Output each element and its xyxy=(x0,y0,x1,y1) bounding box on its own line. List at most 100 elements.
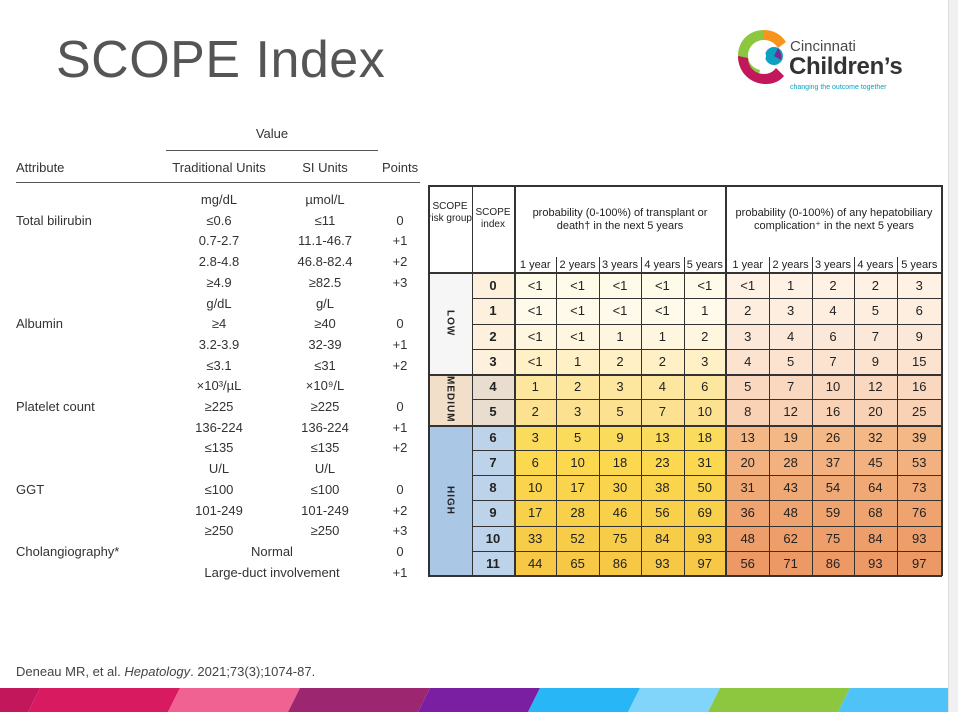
transplant-probability-cell: 3 xyxy=(556,399,599,425)
transplant-probability-cell: 52 xyxy=(556,525,599,551)
grid-line xyxy=(428,272,942,274)
transplant-probability-cell: 2 xyxy=(556,374,599,400)
grid-line xyxy=(472,348,942,350)
complication-probability-cell: 48 xyxy=(769,500,812,526)
transplant-probability-cell: 2 xyxy=(641,348,684,374)
complication-probability-cell: 19 xyxy=(769,424,812,450)
attribute-row: 3.2-3.9 32-39 +1 xyxy=(16,337,424,357)
points-value: +2 xyxy=(392,254,408,270)
complication-probability-cell: 32 xyxy=(854,424,897,450)
grid-line xyxy=(683,257,685,576)
points-value: +1 xyxy=(392,233,408,249)
complication-probability-cell: 7 xyxy=(769,374,812,400)
points-value: +1 xyxy=(392,419,408,435)
logo-text-line1: Cincinnati xyxy=(790,38,856,55)
grid-line xyxy=(725,185,727,576)
complication-probability-cell: 68 xyxy=(854,500,897,526)
attribute-row: ×10³/µL ×10⁹/L xyxy=(16,378,424,398)
transplant-probability-cell: 30 xyxy=(598,475,642,501)
traditional-value: ×10³/µL xyxy=(196,378,242,394)
scope-index-value: 3 xyxy=(472,348,514,374)
si-value: 101-249 xyxy=(301,502,349,518)
risk-group-high: HIGH xyxy=(428,424,472,576)
transplant-probability-cell: 1 xyxy=(556,348,599,374)
transplant-probability-cell: 2 xyxy=(514,399,557,425)
year-column-header: 2 years xyxy=(559,258,596,271)
si-units-header: SI Units xyxy=(302,160,348,175)
scope-index-value: 4 xyxy=(472,374,514,400)
complication-probability-cell: 20 xyxy=(726,449,770,475)
transplant-probability-cell: <1 xyxy=(556,298,599,324)
complication-probability-cell: 6 xyxy=(811,323,855,349)
logo-mark-icon xyxy=(738,30,786,84)
grid-line xyxy=(556,257,558,576)
grid-line xyxy=(428,185,430,576)
si-value: ×10⁹/L xyxy=(305,378,345,394)
complication-probability-cell: 3 xyxy=(726,323,770,349)
traditional-value: 2.8-4.8 xyxy=(198,254,240,270)
complication-probability-cell: 9 xyxy=(854,348,897,374)
grid-line xyxy=(641,257,643,576)
scope-index-value: 5 xyxy=(472,399,514,425)
grid-line xyxy=(428,374,942,376)
attribute-value: Normal xyxy=(251,543,293,559)
si-value: µmol/L xyxy=(305,192,345,207)
grid-line xyxy=(472,399,942,401)
grid-line xyxy=(854,257,856,576)
footer-decorative-band xyxy=(0,688,958,712)
complication-probability-cell: <1 xyxy=(726,273,770,299)
complication-probability-cell: 6 xyxy=(896,298,942,324)
grid-line xyxy=(941,185,943,576)
transplant-probability-cell: 6 xyxy=(514,449,557,475)
points-value: +2 xyxy=(392,357,408,373)
attribute-row: 101-249 101-249 +2 xyxy=(16,503,424,523)
si-value: 11.1-46.7 xyxy=(298,233,352,249)
points-value: +1 xyxy=(392,564,408,580)
header-rule xyxy=(166,150,378,151)
transplant-probability-cell: 18 xyxy=(683,424,726,450)
vertical-scrollbar[interactable] xyxy=(948,0,958,712)
transplant-probability-cell: 4 xyxy=(641,374,684,400)
complication-probability-cell: 84 xyxy=(854,525,897,551)
attribute-row: Large-duct involvement +1 xyxy=(16,565,424,585)
transplant-probability-cell: 1 xyxy=(598,323,642,349)
traditional-units-header: Traditional Units xyxy=(172,160,266,175)
complication-probability-cell: 25 xyxy=(896,399,942,425)
grid-line xyxy=(472,298,942,300)
complication-probability-cell: 53 xyxy=(896,449,942,475)
complication-probability-cell: 3 xyxy=(769,298,812,324)
transplant-probability-cell: <1 xyxy=(556,323,599,349)
si-value: ≥82.5 xyxy=(308,274,342,290)
points-value: +1 xyxy=(392,336,408,352)
grid-line xyxy=(811,257,813,576)
transplant-probability-cell: 44 xyxy=(514,550,557,576)
complication-probability-cell: 73 xyxy=(896,475,942,501)
scope-index-value: 10 xyxy=(472,525,514,551)
complication-probability-cell: 75 xyxy=(811,525,855,551)
traditional-value: ≤3.1 xyxy=(206,357,232,373)
complication-probability-cell: 59 xyxy=(811,500,855,526)
transplant-probability-cell: 56 xyxy=(641,500,684,526)
si-value: ≤11 xyxy=(314,212,336,228)
traditional-value: ≥225 xyxy=(204,399,234,414)
grid-line xyxy=(472,525,942,527)
traditional-value: U/L xyxy=(208,461,230,477)
points-value: 0 xyxy=(396,543,404,559)
transplant-probability-cell: 6 xyxy=(683,374,726,400)
attribute-name: Cholangiography* xyxy=(16,543,120,559)
traditional-value: ≤135 xyxy=(204,440,234,456)
complication-probability-cell: 93 xyxy=(896,525,942,551)
transplant-probability-cell: 18 xyxy=(598,449,642,475)
transplant-probability-cell: <1 xyxy=(683,273,726,299)
points-value: 0 xyxy=(396,212,404,228)
year-column-header: 5 years xyxy=(901,258,938,271)
complication-probability-cell: 43 xyxy=(769,475,812,501)
year-column-header: 1 year xyxy=(519,258,551,271)
transplant-probability-cell: 97 xyxy=(683,550,726,576)
transplant-probability-cell: 46 xyxy=(598,500,642,526)
transplant-probability-cell: 9 xyxy=(598,424,642,450)
si-value: g/L xyxy=(315,295,335,311)
complication-probability-cell: 16 xyxy=(896,374,942,400)
si-value: 32-39 xyxy=(308,336,342,352)
complication-probability-cell: 12 xyxy=(769,399,812,425)
